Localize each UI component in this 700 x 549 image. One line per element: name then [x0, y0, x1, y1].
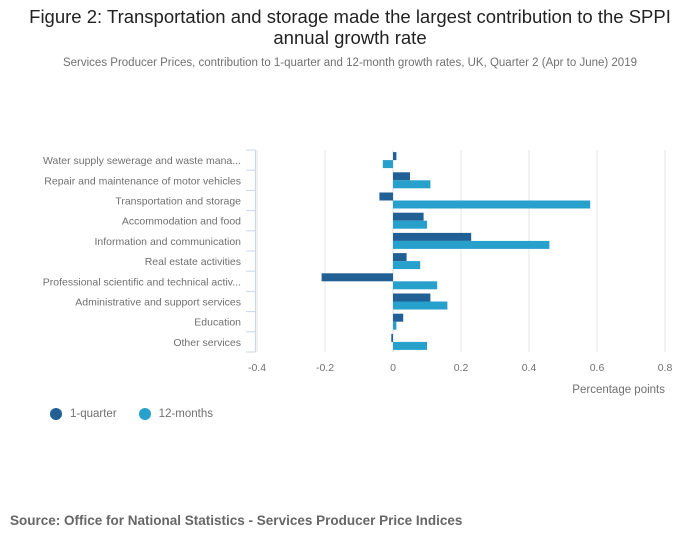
legend-item-12-months[interactable]: 12-months: [138, 408, 214, 420]
bar-12-months[interactable]: [393, 180, 431, 189]
bar-12-months[interactable]: [393, 240, 550, 249]
bar-12-months[interactable]: [393, 321, 397, 330]
bar-1-quarter[interactable]: [393, 313, 404, 322]
category-label: Accommodation and food: [122, 216, 241, 228]
legend-label: 1-quarter: [70, 408, 117, 420]
bar-1-quarter[interactable]: [321, 273, 393, 282]
y-axis: [246, 149, 256, 353]
bar-12-months[interactable]: [393, 341, 427, 350]
bars: [321, 152, 591, 350]
bar-1-quarter[interactable]: [379, 192, 393, 201]
category-label: Education: [194, 317, 241, 329]
category-label: Professional scientific and technical ac…: [43, 276, 241, 288]
source-note: Source: Office for National Statistics -…: [10, 513, 463, 528]
bar-1-quarter[interactable]: [393, 172, 410, 181]
bar-12-months[interactable]: [382, 160, 393, 169]
x-tick-label: 0.6: [590, 362, 605, 374]
x-tick-labels: -0.4 -0.2 0 0.2 0.4 0.6 0.8: [248, 362, 672, 374]
chart-subtitle: Services Producer Prices, contribution t…: [62, 57, 637, 69]
chart-title: Figure 2: Transportation and storage mad…: [29, 6, 671, 48]
category-labels: Water supply sewerage and waste mana... R…: [43, 155, 241, 349]
bar-12-months[interactable]: [393, 261, 421, 270]
category-label: Water supply sewerage and waste mana...: [43, 155, 241, 167]
category-label: Transportation and storage: [115, 196, 241, 208]
category-label: Repair and maintenance of motor vehicles: [44, 175, 241, 187]
legend: 1-quarter 12-months: [50, 408, 235, 420]
x-tick-label: -0.4: [248, 362, 266, 374]
legend-label: 12-months: [158, 408, 214, 420]
x-tick-label: 0: [390, 362, 396, 374]
category-label: Other services: [173, 337, 241, 349]
legend-marker-1-quarter-icon: [50, 408, 62, 420]
bar-12-months[interactable]: [393, 200, 591, 209]
bar-12-months[interactable]: [393, 281, 438, 290]
category-label: Real estate activities: [145, 256, 241, 268]
legend-marker-12-months-icon: [138, 408, 151, 420]
x-tick-label: 0.8: [658, 362, 673, 374]
x-axis-title: Percentage points: [572, 384, 665, 396]
bar-1-quarter[interactable]: [393, 253, 407, 262]
bar-1-quarter[interactable]: [393, 232, 472, 241]
bar-1-quarter[interactable]: [393, 152, 397, 161]
bar-12-months[interactable]: [393, 301, 448, 310]
bar-1-quarter[interactable]: [393, 212, 424, 221]
bar-1-quarter[interactable]: [393, 293, 431, 302]
category-label: Administrative and support services: [75, 297, 241, 309]
x-tick-label: -0.2: [316, 362, 334, 374]
x-tick-label: 0.4: [522, 362, 537, 374]
category-label: Information and communication: [95, 236, 242, 248]
bar-12-months[interactable]: [393, 220, 427, 229]
gridlines: [256, 150, 666, 352]
x-tick-label: 0.2: [454, 362, 469, 374]
bar-1-quarter[interactable]: [391, 333, 393, 342]
legend-item-1-quarter[interactable]: 1-quarter: [50, 408, 117, 420]
